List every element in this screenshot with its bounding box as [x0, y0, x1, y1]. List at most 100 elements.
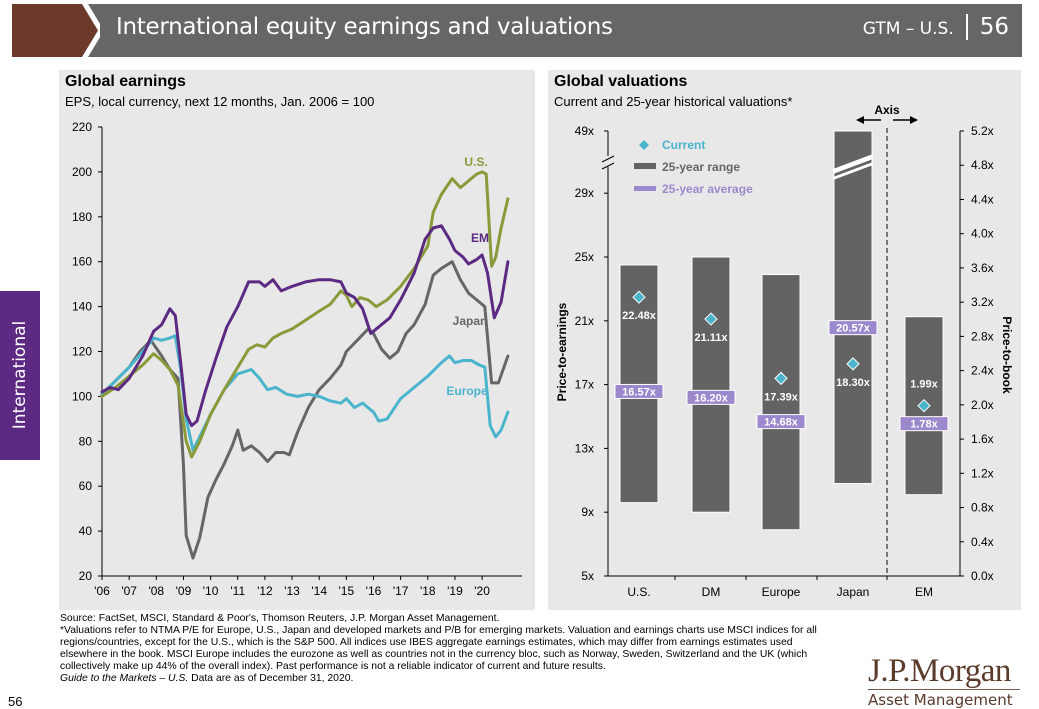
left-y-tick-label: 49x — [575, 124, 594, 138]
axis-break-mark — [601, 155, 615, 163]
x-tick-label: '12 — [257, 584, 273, 598]
x-tick-label: '08 — [148, 584, 164, 598]
y-tick-label: 180 — [72, 210, 92, 224]
data-date-note: Guide to the Markets – U.S. Data are as … — [60, 673, 830, 685]
average-label: 20.57x — [836, 323, 871, 335]
legend-current-label: Current — [662, 138, 705, 152]
right-y-tick-label: 1.2x — [971, 466, 994, 480]
header-chevron-icon — [60, 4, 100, 57]
x-tick-label: '10 — [203, 584, 219, 598]
category-label: DM — [702, 585, 721, 599]
current-label: 21.11x — [694, 332, 728, 344]
legend-average-icon — [634, 186, 656, 191]
axis-annotation: Axis — [874, 103, 900, 117]
y-tick-label: 80 — [79, 434, 93, 448]
legend-average-label: 25-year average — [662, 182, 753, 196]
current-label: 18.30x — [836, 377, 871, 389]
current-label: 22.48x — [622, 310, 657, 322]
series-label-europe: Europe — [446, 384, 488, 398]
series-label-japan: Japan — [453, 314, 488, 328]
header-page-number: 56 — [979, 14, 1009, 40]
legend-range-icon — [634, 163, 656, 169]
average-marker — [899, 416, 949, 432]
header-divider — [965, 14, 968, 40]
right-y-tick-label: 2.0x — [971, 398, 994, 412]
series-line-europe — [100, 334, 510, 452]
current-marker — [774, 371, 788, 386]
x-tick-label: '15 — [339, 584, 355, 598]
series-line-em — [100, 224, 510, 428]
series-line-japan — [100, 260, 510, 560]
valuation-note: *Valuations refer to NTMA P/E for Europe… — [60, 625, 817, 672]
header-right: GTM – U.S. 56 — [863, 14, 1009, 40]
average-label: 16.20x — [694, 392, 729, 404]
logo-rule — [868, 689, 1020, 690]
right-y-tick-label: 2.8x — [971, 329, 994, 343]
x-tick-label: '14 — [311, 584, 327, 598]
left-axis-title: Price-to-earnings — [555, 302, 569, 401]
x-tick-label: '13 — [284, 584, 300, 598]
legend-current-icon — [639, 140, 649, 150]
page-number: 56 — [8, 694, 23, 709]
arrow-left-icon — [856, 116, 864, 124]
x-tick-label: '06 — [94, 584, 110, 598]
y-tick-label: 160 — [72, 255, 92, 269]
right-y-tick-label: 4.0x — [971, 227, 994, 241]
y-tick-label: 20 — [79, 569, 93, 583]
average-marker — [686, 389, 736, 405]
left-y-tick-label: 25x — [575, 250, 594, 264]
jpmorgan-logo: J.P.Morgan Asset Management — [868, 654, 1020, 708]
range-bar — [619, 264, 659, 504]
right-y-tick-label: 4.4x — [971, 192, 994, 206]
current-marker — [632, 290, 646, 304]
range-bar — [761, 274, 801, 531]
series-label-em: EM — [471, 231, 489, 245]
left-y-tick-label: 13x — [575, 441, 594, 455]
arrow-right-icon — [910, 116, 918, 124]
y-tick-label: 60 — [79, 479, 93, 493]
current-label: 17.39x — [764, 391, 799, 403]
left-y-tick-label: 9x — [581, 505, 594, 519]
average-marker — [614, 383, 664, 399]
legend-range-label: 25-year range — [662, 160, 740, 174]
average-marker — [756, 414, 806, 430]
series-label-us: U.S. — [464, 155, 487, 169]
x-tick-label: '09 — [176, 584, 192, 598]
range-bar — [691, 256, 731, 513]
category-label: Japan — [837, 585, 870, 599]
category-label: U.S. — [627, 585, 650, 599]
axis-break-mark — [601, 162, 615, 170]
logo-wordmark: J.P.Morgan — [868, 653, 1011, 689]
right-y-tick-label: 0.4x — [971, 535, 994, 549]
current-marker — [704, 312, 718, 326]
y-tick-label: 100 — [72, 389, 92, 403]
right-y-tick-label: 3.2x — [971, 295, 994, 309]
current-marker — [846, 357, 860, 371]
y-tick-label: 120 — [72, 345, 92, 359]
left-y-tick-label: 29x — [575, 186, 594, 200]
data-as-of: Data are as of December 31, 2020. — [188, 673, 354, 684]
valuations-chart-subtitle: Current and 25-year historical valuation… — [554, 94, 793, 109]
guide-label: GTM – U.S. — [862, 19, 954, 39]
header-bar — [12, 4, 1022, 57]
global-earnings-panel: Global earnings EPS, local currency, nex… — [59, 70, 535, 610]
average-label: 14.68x — [764, 417, 799, 429]
x-tick-label: '17 — [393, 584, 409, 598]
category-label: EM — [915, 585, 933, 599]
category-label: Europe — [762, 585, 801, 599]
x-tick-label: '20 — [474, 584, 490, 598]
bar-break-mark — [833, 162, 873, 180]
logo-subtitle: Asset Management — [868, 691, 1013, 709]
source-note: Source: FactSet, MSCI, Standard & Poor's… — [60, 613, 500, 624]
current-label: 1.99x — [910, 379, 938, 391]
average-marker — [828, 320, 878, 336]
x-tick-label: '07 — [121, 584, 137, 598]
average-label: 1.78x — [910, 419, 938, 431]
footnotes: Source: FactSet, MSCI, Standard & Poor's… — [60, 613, 830, 685]
y-tick-label: 220 — [72, 120, 92, 134]
right-y-tick-label: 3.6x — [971, 261, 994, 275]
series-line-us — [100, 170, 510, 459]
right-y-tick-label: 2.4x — [971, 364, 994, 378]
